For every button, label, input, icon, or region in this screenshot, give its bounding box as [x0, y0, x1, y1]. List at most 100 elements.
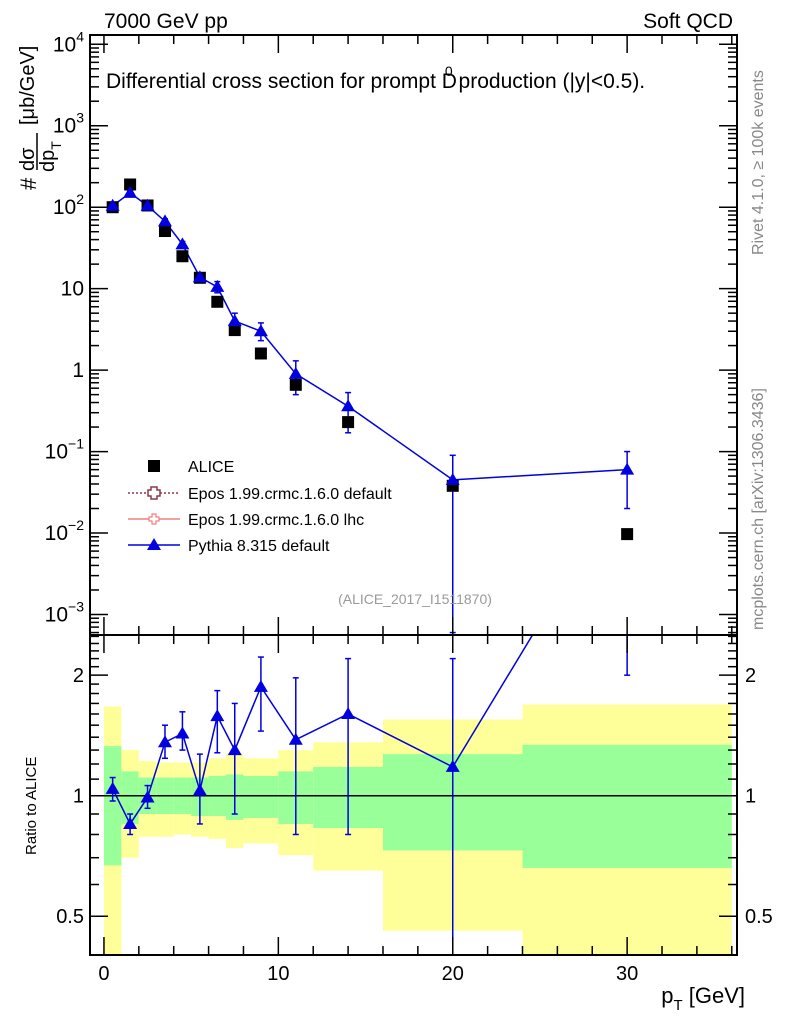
main-y-tick-exp: 4	[76, 28, 84, 44]
alice-data-point	[621, 528, 634, 541]
plot-title-main: Differential cross section for prompt D	[106, 70, 457, 93]
ratio-y-tick-label-right: 0.5	[745, 906, 773, 928]
alice-data-point	[124, 178, 137, 191]
y-label-den: dpT	[37, 141, 64, 172]
legend-marker-epos-lhc	[148, 513, 160, 525]
main-y-tick-base: 10	[45, 441, 68, 464]
alice-data-point	[289, 378, 302, 391]
plot-title-tail: production (|y|<0.5).	[453, 70, 645, 93]
alice-data-point	[158, 225, 171, 238]
main-y-tick-base: 1	[72, 359, 84, 382]
header-right: Soft QCD	[643, 10, 733, 33]
main-y-tick-exp: 2	[76, 191, 84, 207]
ratio-point	[253, 679, 268, 692]
pythia-point	[123, 185, 138, 198]
ratio-y-tick-label-left: 1	[73, 786, 84, 808]
pythia-point	[341, 399, 356, 412]
pythia-point	[620, 462, 635, 475]
side-rivet: Rivet 4.1.0, ≥ 100k events	[750, 70, 767, 255]
ratio-point	[210, 709, 225, 722]
main-y-tick-label: 10	[61, 278, 84, 301]
ratio-point	[140, 790, 155, 803]
ratio-plot-marks	[105, 635, 631, 955]
ratio-y-tick-label-left: 0.5	[56, 906, 84, 928]
legend-marker-alice	[148, 460, 160, 472]
ratio-uncertainty-bands	[90, 704, 737, 955]
main-y-tick-base: 10	[45, 522, 68, 545]
pythia-point	[253, 324, 268, 337]
band-inner-bin	[243, 775, 279, 818]
legend-label-pythia: Pythia 8.315 default	[188, 538, 330, 555]
main-y-tick-exp: −1	[68, 436, 84, 452]
alice-data-point	[342, 416, 355, 429]
watermark: (ALICE_2017_I1511870)	[338, 591, 492, 607]
pythia-point	[175, 237, 190, 250]
ratio-series	[105, 635, 631, 955]
main-y-tick-label: 104	[53, 28, 84, 56]
ratio-point	[341, 706, 356, 719]
pythia-point	[288, 366, 303, 379]
x-label-main: p	[661, 983, 673, 1008]
legend-label-alice: ALICE	[188, 459, 234, 476]
x-tick-label: 30	[616, 963, 638, 985]
x-tick-label: 0	[98, 963, 109, 985]
pythia-line	[112, 191, 628, 481]
main-y-tick-exp: 3	[76, 110, 84, 126]
ratio-y-tick-label-right: 2	[745, 665, 756, 687]
main-y-tick-label: 1	[72, 359, 84, 382]
pythia-point	[445, 472, 460, 485]
x-label-sub: T	[673, 997, 682, 1014]
main-y-tick-base: 10	[61, 278, 84, 301]
y-label-unit: [μb/GeV]	[17, 46, 39, 125]
legend-label-epos-lhc: Epos 1.99.crmc.1.6.0 lhc	[188, 512, 364, 529]
ratio-point	[157, 735, 172, 748]
alice-data-point	[176, 250, 189, 263]
x-label-unit: [GeV]	[683, 983, 745, 1008]
main-y-tick-base: 10	[53, 33, 76, 56]
alice-data-point	[254, 347, 267, 360]
ratio-point	[192, 783, 207, 796]
plot-title: Differential cross section for prompt D0…	[106, 63, 645, 93]
y-label-num: dσ	[17, 147, 39, 171]
ratio-y-tick-label-left: 2	[73, 665, 84, 687]
main-y-tick-label: 10−2	[45, 517, 85, 545]
pythia-point	[227, 314, 242, 327]
pythia-point	[157, 214, 172, 227]
legend-marker-pythia	[147, 538, 161, 550]
pythia-point	[140, 198, 155, 211]
legend-label-epos-default: Epos 1.99.crmc.1.6.0 default	[188, 486, 392, 503]
alice-data-point	[228, 324, 241, 337]
main-y-tick-base: 10	[53, 115, 76, 138]
ratio-point	[123, 816, 138, 829]
band-inner-bin	[103, 746, 122, 866]
alice-data-point	[211, 295, 224, 308]
legend: ALICE Epos 1.99.crmc.1.6.0 default Epos …	[128, 459, 392, 555]
ratio-point	[288, 732, 303, 745]
pythia-point	[210, 279, 225, 292]
side-mcplots: mcplots.cern.ch [arXiv:1306.3436]	[750, 388, 767, 630]
y-label-den-sub: T	[48, 141, 64, 150]
band-inner-bin	[522, 744, 732, 868]
header-left: 7000 GeV pp	[104, 10, 228, 33]
x-axis-label: pT [GeV]	[661, 983, 745, 1014]
legend-marker-epos-default	[147, 486, 161, 500]
ratio-point	[227, 743, 242, 756]
main-plot-marks	[105, 178, 635, 634]
ratio-point	[175, 726, 190, 739]
main-y-tick-label: 10−3	[45, 598, 85, 626]
main-y-tick-label: 10−1	[45, 436, 85, 464]
y-label-den-main: dp	[37, 150, 59, 172]
main-y-tick-base: 10	[45, 603, 68, 626]
main-y-tick-base: 10	[53, 196, 76, 219]
ratio-y-label: Ratio to ALICE	[23, 757, 40, 855]
y-label-hash: #	[16, 177, 41, 190]
plot-title-sup: 0	[445, 63, 453, 79]
main-y-tick-label: 103	[53, 110, 84, 138]
pythia-point	[192, 270, 207, 283]
pythia-point	[105, 198, 120, 211]
ratio-point	[445, 759, 460, 772]
ratio-y-tick-label-right: 1	[745, 786, 756, 808]
band-inner-bin	[121, 771, 139, 824]
x-tick-label: 20	[442, 963, 464, 985]
